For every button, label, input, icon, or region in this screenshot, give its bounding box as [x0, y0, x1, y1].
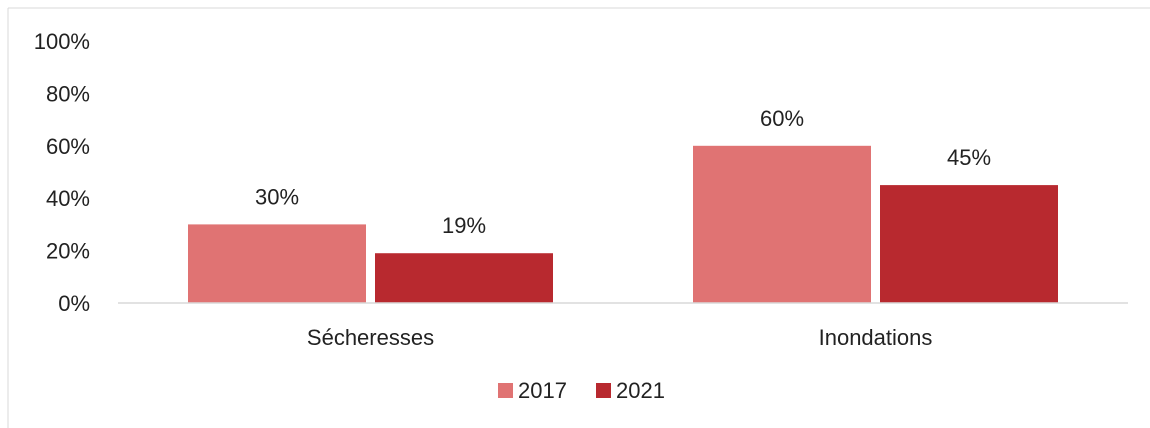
- y-tick-label: 40%: [46, 186, 90, 211]
- bar-2021-1: [880, 185, 1058, 303]
- y-axis: 0% 20% 40% 60% 80% 100%: [34, 29, 90, 316]
- bars: [188, 145, 1058, 303]
- y-tick-label: 100%: [34, 29, 90, 54]
- bar-2017-0: [188, 224, 366, 303]
- y-tick-label: 80%: [46, 81, 90, 106]
- data-labels: 30% 19% 60% 45%: [255, 106, 991, 238]
- y-tick-label: 20%: [46, 239, 90, 264]
- chart-border: [7, 7, 1150, 428]
- x-category-label: Inondations: [819, 325, 933, 350]
- bar-2017-1: [693, 145, 871, 303]
- x-category-label: Sécheresses: [307, 325, 434, 350]
- y-tick-label: 0%: [58, 291, 90, 316]
- data-label: 19%: [442, 213, 486, 238]
- legend-label: 2021: [616, 378, 665, 403]
- legend-swatch: [498, 383, 513, 398]
- bar-2021-0: [375, 253, 553, 303]
- legend-label: 2017: [518, 378, 567, 403]
- legend: 2017 2021: [498, 378, 665, 403]
- x-axis: Sécheresses Inondations: [307, 325, 932, 350]
- data-label: 60%: [760, 106, 804, 131]
- y-tick-label: 60%: [46, 134, 90, 159]
- data-label: 30%: [255, 184, 299, 209]
- data-label: 45%: [947, 145, 991, 170]
- legend-swatch: [596, 383, 611, 398]
